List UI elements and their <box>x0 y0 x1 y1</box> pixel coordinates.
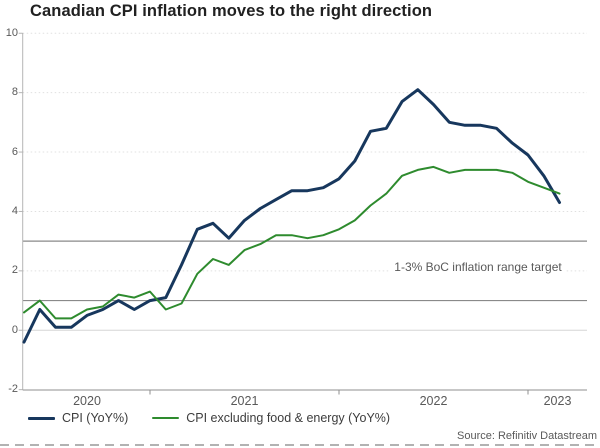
x-tick-label-2020: 2020 <box>73 394 101 408</box>
y-tick-label: -2 <box>8 383 18 396</box>
y-tick-label: 4 <box>11 204 18 217</box>
legend-label-cpi: CPI (YoY%) <box>62 411 129 425</box>
chart-title: Canadian CPI inflation moves to the righ… <box>30 2 433 20</box>
y-tick-label: 8 <box>11 86 18 99</box>
core-cpi-line-swatch <box>152 417 180 419</box>
boc-target-range-annotation: 1-3% BoC inflation range target <box>390 260 566 275</box>
x-tick-label-2023: 2023 <box>543 394 572 408</box>
cpi-line-series <box>22 88 561 344</box>
source-attribution: Source: Refinitiv Datastream <box>457 430 597 442</box>
legend-label-core-cpi: CPI excluding food & energy (YoY%) <box>186 411 391 425</box>
legend-item-core-cpi: CPI excluding food & energy (YoY%) <box>152 411 390 425</box>
y-tick-label: 10 <box>5 26 18 39</box>
x-tick-label-2021: 2021 <box>230 394 259 408</box>
legend-item-cpi: CPI (YoY%) <box>28 411 128 425</box>
cpi-line-swatch <box>28 416 55 420</box>
y-tick-label: 6 <box>11 145 18 158</box>
x-tick-label-2022: 2022 <box>419 394 448 408</box>
chart-legend: CPI (YoY%) CPI excluding food & energy (… <box>28 411 390 425</box>
core-cpi-line-series <box>23 165 561 320</box>
y-tick-label: 2 <box>11 264 18 277</box>
y-tick-label: 0 <box>11 323 18 336</box>
